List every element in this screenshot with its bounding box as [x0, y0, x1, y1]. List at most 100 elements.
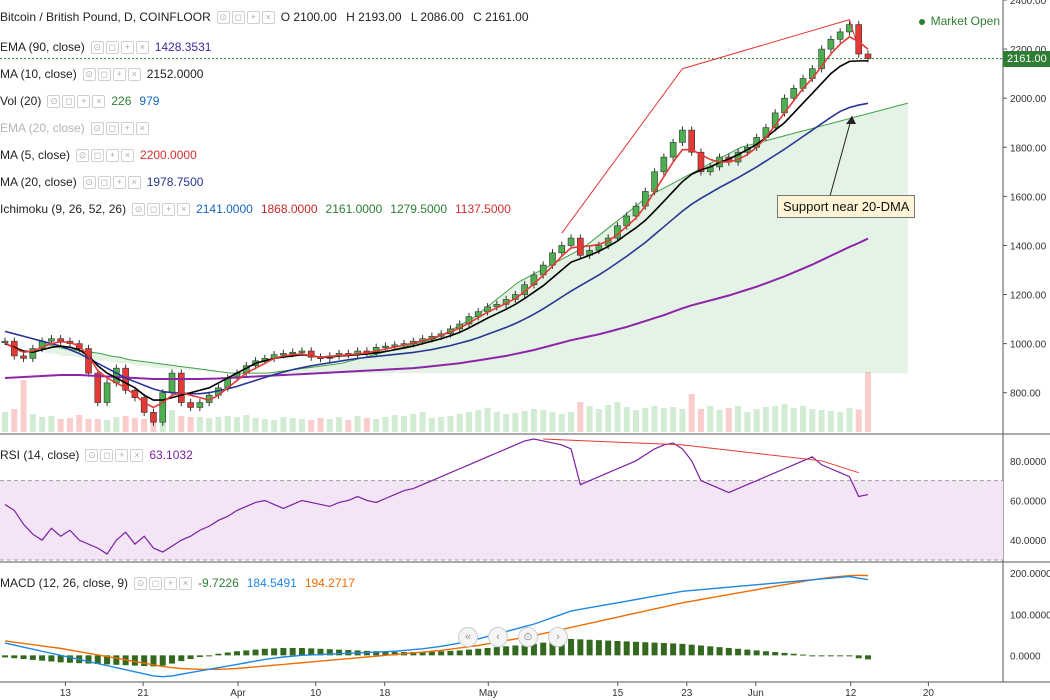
candle-body [140, 397, 148, 413]
step-left-icon[interactable]: ‹ [488, 627, 508, 647]
macd-hist-bar [261, 648, 268, 656]
indicator-controls[interactable]: ⊙ ◻ + × [132, 202, 191, 216]
volume-bar [772, 406, 779, 432]
volume-bar [846, 408, 853, 432]
indicator-controls[interactable]: ⊙ ◻ + × [82, 67, 141, 81]
volume-bar [651, 406, 658, 432]
time-tick-label: 12 [845, 688, 857, 699]
time-tick-label: May [479, 688, 498, 699]
legend-controls[interactable]: ⊙ ◻ + × [216, 10, 275, 24]
volume-bar [549, 412, 556, 432]
candle-body [632, 205, 640, 217]
macd-hist-bar [224, 652, 231, 656]
macd-hist-bar [725, 647, 732, 656]
macd-hist-bar [530, 643, 537, 656]
indicator-value: 1279.5000 [390, 202, 448, 216]
macd-line-value: 184.5491 [246, 576, 297, 590]
macd-hist-bar [39, 655, 46, 661]
indicator-value: 979 [139, 94, 160, 108]
indicator-controls[interactable]: ⊙ ◻ + × [76, 148, 135, 162]
indicator-controls[interactable]: ⊙ ◻ + × [90, 40, 149, 54]
volume-bar [540, 410, 547, 432]
macd-hist-bar [697, 645, 704, 656]
volume-bar [196, 417, 203, 432]
macd-hist-bar [688, 644, 695, 656]
macd-hist-bar [159, 655, 166, 666]
macd-hist-bar [512, 645, 519, 656]
candle-body [187, 402, 194, 408]
macd-hist-bar [252, 649, 259, 656]
macd-hist-bar [484, 647, 491, 656]
volume-bar [800, 406, 807, 432]
macd-hist-bar [465, 649, 472, 656]
candle-body [827, 38, 835, 50]
volume-bar [438, 417, 445, 432]
indicator-controls[interactable]: ⊙ ◻ + × [82, 175, 141, 189]
volume-bar [837, 412, 844, 432]
macd-hist-bar [48, 655, 55, 662]
candle-body [595, 245, 603, 251]
indicator-controls[interactable]: ⊙ ◻ + × [90, 121, 149, 135]
candle-body [103, 382, 111, 403]
volume-bar [85, 419, 92, 432]
market-status: Market Open [919, 14, 1000, 28]
macd-hist-bar [336, 649, 343, 656]
macd-hist-bar [456, 650, 463, 656]
macd-hist-bar [215, 653, 222, 656]
macd-hist-bar [141, 655, 148, 667]
macd-hist-bar [623, 641, 630, 656]
volume-bar [568, 412, 575, 432]
indicator-controls[interactable]: ⊙ ◻ + × [47, 94, 106, 108]
candle-body [48, 338, 55, 342]
macd-controls[interactable]: ⊙ ◻ + × [134, 576, 193, 590]
volume-bar [790, 408, 797, 432]
volume-bar [150, 420, 157, 432]
candle-body [113, 367, 120, 384]
macd-hist-bar [206, 655, 213, 657]
candle-body [660, 156, 668, 173]
candle-body [29, 348, 37, 359]
macd-hist-bar [317, 648, 324, 656]
volume-bar [707, 406, 714, 432]
candle-body [307, 350, 315, 358]
macd-hist-bar [104, 655, 111, 665]
scroll-left-icon[interactable]: « [458, 627, 478, 647]
macd-hist-bar [800, 654, 807, 656]
symbol-legend-row: Bitcoin / British Pound, D, COINFLOOR ⊙ ◻… [0, 8, 535, 26]
price-tick-label: 1200.00 [1010, 291, 1047, 302]
candle-body [864, 53, 872, 59]
indicator-legend-row: EMA (20, close) ⊙ ◻ + × [0, 119, 155, 137]
price-tick-label: 1400.00 [1010, 241, 1047, 252]
volume-bar [605, 405, 612, 432]
candle-body [85, 348, 92, 374]
volume-bar [697, 409, 704, 432]
macd-hist-bar [196, 655, 203, 657]
macd-legend-row: MACD (12, 26, close, 9) ⊙ ◻ + × -9.7226 184… [0, 574, 363, 592]
rsi-controls[interactable]: ⊙ ◻ + × [85, 448, 144, 462]
macd-hist-bar [568, 638, 575, 656]
rsi-tick-label: 80.0000 [1010, 457, 1047, 468]
volume-bar [224, 416, 231, 432]
time-tick-label: 18 [379, 688, 391, 699]
macd-signal-line [4, 574, 869, 671]
volume-bar [308, 420, 315, 432]
macd-hist-bar [94, 655, 101, 664]
indicator-name: EMA (20, close) [0, 121, 85, 135]
time-tick-label: 10 [310, 688, 322, 699]
volume-bar [660, 408, 667, 432]
volume-bar [577, 402, 584, 432]
volume-bar [781, 404, 788, 432]
volume-bar [354, 416, 361, 432]
volume-bar [76, 415, 83, 432]
volume-bar [762, 407, 769, 432]
rsi-tick-label: 60.0000 [1010, 496, 1047, 507]
volume-bar [104, 420, 111, 432]
candle-body [298, 350, 306, 353]
price-tick-label: 1000.00 [1010, 340, 1047, 351]
macd-hist-bar [11, 655, 18, 659]
macd-hist-bar [178, 655, 185, 662]
reset-icon[interactable]: ⊙ [518, 627, 538, 647]
step-right-icon[interactable]: › [548, 627, 568, 647]
volume-bar [503, 414, 510, 432]
support-annotation: Support near 20-DMA [777, 195, 916, 218]
